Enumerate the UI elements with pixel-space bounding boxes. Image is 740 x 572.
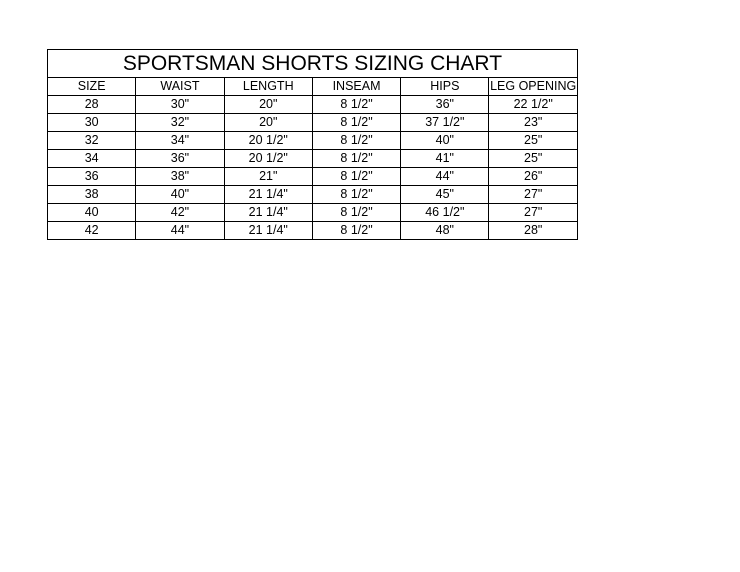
table-cell: 26" xyxy=(488,167,578,186)
table-cell: 32" xyxy=(135,113,225,132)
table-cell: 30 xyxy=(46,113,137,132)
table-cell: 38 xyxy=(46,185,137,204)
table-cell: 20" xyxy=(223,113,313,132)
table-cell: 36 xyxy=(46,167,137,186)
table-body: 28 30" 20" 8 1/2" 36" 22 1/2" 30 32" 20" 8 1/2" 37… xyxy=(46,95,578,240)
table-cell: 8 1/2" xyxy=(311,149,402,168)
table-cell: 20 1/2" xyxy=(223,149,313,168)
table-row: 32 34" 20 1/2" 8 1/2" 40" 25" xyxy=(46,131,578,150)
table-cell: 21 1/4" xyxy=(223,203,313,222)
table-cell: 8 1/2" xyxy=(311,95,402,114)
table-cell: 32 xyxy=(46,131,137,150)
table-cell: 34" xyxy=(135,131,225,150)
table-cell: 42" xyxy=(135,203,225,222)
table-cell: 23" xyxy=(488,113,578,132)
column-header: WAIST xyxy=(135,77,225,96)
table-cell: 38" xyxy=(135,167,225,186)
table-row: 30 32" 20" 8 1/2" 37 1/2" 23" xyxy=(46,113,578,132)
table-cell: 48" xyxy=(400,221,490,240)
table-row: 36 38" 21" 8 1/2" 44" 26" xyxy=(46,167,578,186)
table-cell: 46 1/2" xyxy=(400,203,490,222)
table-row: 40 42" 21 1/4" 8 1/2" 46 1/2" 27" xyxy=(46,203,578,222)
table-cell: 21 1/4" xyxy=(223,221,313,240)
table-cell: 28" xyxy=(488,221,578,240)
table-cell: 36" xyxy=(135,149,225,168)
table-cell: 8 1/2" xyxy=(311,113,402,132)
table-cell: 41" xyxy=(400,149,490,168)
column-header: INSEAM xyxy=(311,77,402,96)
table-row: 28 30" 20" 8 1/2" 36" 22 1/2" xyxy=(46,95,578,114)
table-cell: 20 1/2" xyxy=(223,131,313,150)
column-header: LENGTH xyxy=(223,77,313,96)
table-cell: 27" xyxy=(488,203,578,222)
table-cell: 42 xyxy=(46,221,137,240)
table-cell: 25" xyxy=(488,149,578,168)
table-cell: 45" xyxy=(400,185,490,204)
table-cell: 40 xyxy=(46,203,137,222)
table-cell: 21" xyxy=(223,167,313,186)
table-cell: 22 1/2" xyxy=(488,95,578,114)
table-cell: 25" xyxy=(488,131,578,150)
table-cell: 8 1/2" xyxy=(311,167,402,186)
table-cell: 27" xyxy=(488,185,578,204)
title-row: SPORTSMAN SHORTS SIZING CHART xyxy=(47,49,578,78)
table-cell: 30" xyxy=(135,95,225,114)
table-row: 38 40" 21 1/4" 8 1/2" 45" 27" xyxy=(46,185,578,204)
table-cell: 44" xyxy=(400,167,490,186)
table-cell: 40" xyxy=(135,185,225,204)
sizing-table: SPORTSMAN SHORTS SIZING CHART SIZE WAIST L… xyxy=(46,49,578,240)
table-row: 42 44" 21 1/4" 8 1/2" 48" 28" xyxy=(46,221,578,240)
column-header: LEG OPENING xyxy=(488,77,578,96)
table-cell: 8 1/2" xyxy=(311,131,402,150)
table-row: 34 36" 20 1/2" 8 1/2" 41" 25" xyxy=(46,149,578,168)
table-cell: 44" xyxy=(135,221,225,240)
column-header: SIZE xyxy=(46,77,137,96)
table-cell: 8 1/2" xyxy=(311,185,402,204)
table-cell: 20" xyxy=(223,95,313,114)
table-cell: 37 1/2" xyxy=(400,113,490,132)
table-cell: 28 xyxy=(46,95,137,114)
table-cell: 8 1/2" xyxy=(311,203,402,222)
table-title: SPORTSMAN SHORTS SIZING CHART xyxy=(47,49,578,78)
table-cell: 8 1/2" xyxy=(311,221,402,240)
table-cell: 34 xyxy=(46,149,137,168)
header-row: SIZE WAIST LENGTH INSEAM HIPS LEG OPENING xyxy=(46,77,578,96)
table-cell: 36" xyxy=(400,95,490,114)
column-header: HIPS xyxy=(400,77,490,96)
table-cell: 21 1/4" xyxy=(223,185,313,204)
table-cell: 40" xyxy=(400,131,490,150)
